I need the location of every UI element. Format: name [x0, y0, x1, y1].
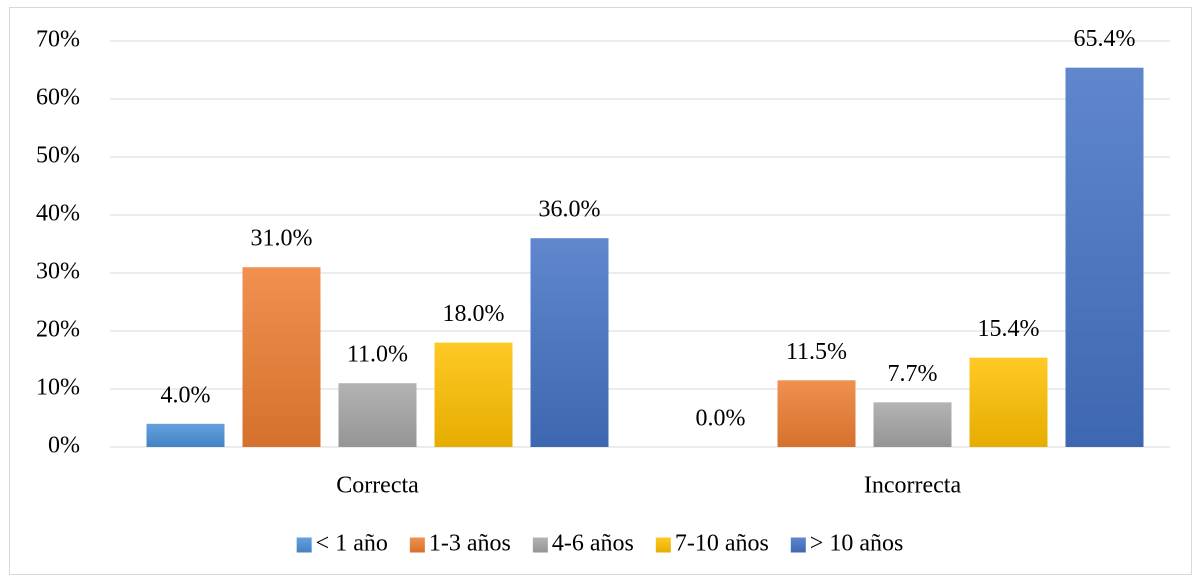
bar — [969, 357, 1048, 447]
y-tick-label: 20% — [36, 317, 80, 343]
bar — [1065, 67, 1144, 448]
legend-swatch — [655, 537, 671, 553]
legend-label: > 10 años — [810, 531, 904, 557]
y-tick-label: 60% — [36, 85, 80, 111]
bar — [434, 342, 513, 447]
y-tick-label: 50% — [36, 143, 80, 169]
data-label: 4.0% — [161, 382, 211, 408]
y-tick-label: 70% — [36, 27, 80, 53]
legend-swatch — [296, 537, 312, 553]
data-label: 15.4% — [978, 316, 1040, 342]
y-tick-label: 10% — [36, 375, 80, 401]
data-label: 31.0% — [251, 226, 313, 252]
bar — [530, 238, 609, 447]
data-label: 7.7% — [888, 361, 938, 387]
data-label: 18.0% — [443, 301, 505, 327]
legend-swatch — [409, 537, 425, 553]
y-tick-label: 30% — [36, 259, 80, 285]
bar — [338, 383, 417, 447]
bar — [777, 380, 856, 447]
y-tick-label: 0% — [48, 433, 80, 459]
legend-swatch — [790, 537, 806, 553]
legend-label: 1-3 años — [429, 531, 511, 557]
legend-label: 4-6 años — [552, 531, 634, 557]
y-tick-label: 40% — [36, 201, 80, 227]
data-label: 11.0% — [347, 342, 408, 368]
bar — [146, 423, 225, 447]
data-label: 65.4% — [1074, 26, 1136, 52]
bar — [242, 267, 321, 447]
legend: < 1 año 1-3 años 4-6 años 7-10 años > 10 año… — [296, 531, 904, 557]
x-tick-label: Incorrecta — [864, 473, 962, 499]
bar — [873, 402, 952, 447]
x-tick-label: Correcta — [336, 473, 419, 499]
legend-label: 7-10 años — [675, 531, 769, 557]
data-label: 36.0% — [539, 197, 601, 223]
data-label: 11.5% — [786, 339, 847, 365]
legend-label: < 1 año — [316, 531, 388, 557]
data-label: 0.0% — [696, 406, 746, 432]
legend-swatch — [532, 537, 548, 553]
